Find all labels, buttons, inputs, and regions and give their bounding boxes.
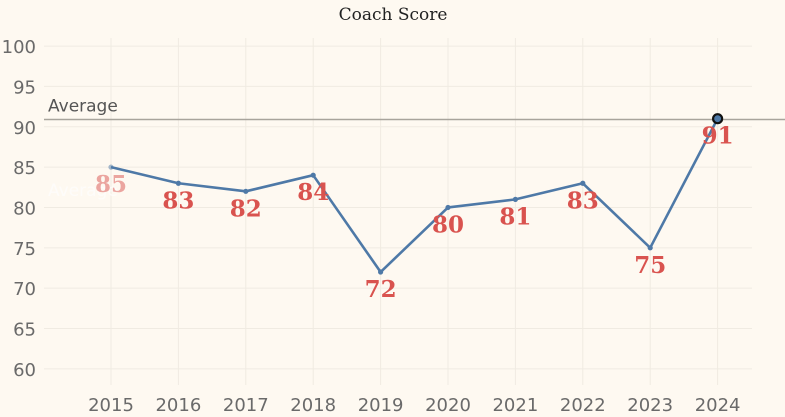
y-tick-label: 65 bbox=[13, 320, 36, 341]
average-reference-label: Average bbox=[48, 97, 118, 117]
data-label: 80 bbox=[432, 211, 464, 238]
y-tick-label: 70 bbox=[13, 279, 36, 300]
y-tick-label: 100 bbox=[2, 37, 36, 58]
grid-lines bbox=[44, 38, 752, 385]
y-tick-label: 85 bbox=[13, 158, 36, 179]
data-point bbox=[243, 188, 249, 194]
data-label: 81 bbox=[499, 203, 531, 230]
faded-average-label: Average bbox=[48, 181, 118, 201]
data-point bbox=[647, 245, 653, 251]
x-tick-label: 2015 bbox=[88, 395, 134, 416]
data-label: 84 bbox=[297, 179, 329, 206]
highlighted-data-point bbox=[711, 113, 724, 125]
data-point bbox=[108, 164, 114, 170]
y-axis-ticks: 60 65 70 75 80 85 90 95 100 bbox=[2, 37, 36, 381]
y-tick-label: 60 bbox=[13, 360, 36, 381]
x-tick-label: 2023 bbox=[627, 395, 673, 416]
data-points bbox=[108, 113, 724, 275]
y-tick-label: 80 bbox=[13, 198, 36, 219]
data-point bbox=[310, 172, 316, 178]
chart-title: Coach Score bbox=[339, 5, 448, 25]
x-tick-label: 2016 bbox=[155, 395, 201, 416]
data-label: 82 bbox=[230, 195, 262, 222]
data-label: 85 bbox=[95, 171, 127, 198]
x-tick-label: 2022 bbox=[560, 395, 606, 416]
x-tick-label: 2017 bbox=[223, 395, 269, 416]
data-point bbox=[580, 180, 586, 186]
data-point bbox=[445, 204, 451, 211]
x-axis-ticks: 2015 2016 2017 2018 2019 2020 2021 2022 2023 2024 bbox=[88, 395, 740, 416]
series-line-group bbox=[110, 118, 719, 274]
data-label: 75 bbox=[634, 252, 666, 279]
y-tick-label: 95 bbox=[13, 77, 36, 98]
data-label: 83 bbox=[162, 187, 194, 214]
x-tick-label: 2021 bbox=[492, 395, 538, 416]
reference-line-group: Average Average bbox=[44, 97, 785, 201]
y-tick-label: 75 bbox=[13, 239, 36, 260]
data-label: 72 bbox=[365, 276, 397, 303]
data-label: 83 bbox=[567, 187, 599, 214]
series-line bbox=[110, 118, 719, 274]
y-tick-label: 90 bbox=[13, 118, 36, 139]
x-tick-label: 2024 bbox=[695, 395, 741, 416]
data-point bbox=[512, 196, 519, 202]
x-tick-label: 2018 bbox=[290, 395, 336, 416]
data-point bbox=[175, 180, 181, 186]
x-tick-label: 2020 bbox=[425, 395, 471, 416]
data-label: 91 bbox=[702, 123, 734, 150]
data-labels: 85 83 82 84 72 80 81 83 75 91 bbox=[95, 123, 734, 303]
x-tick-label: 2019 bbox=[358, 395, 404, 416]
data-point bbox=[378, 269, 384, 275]
